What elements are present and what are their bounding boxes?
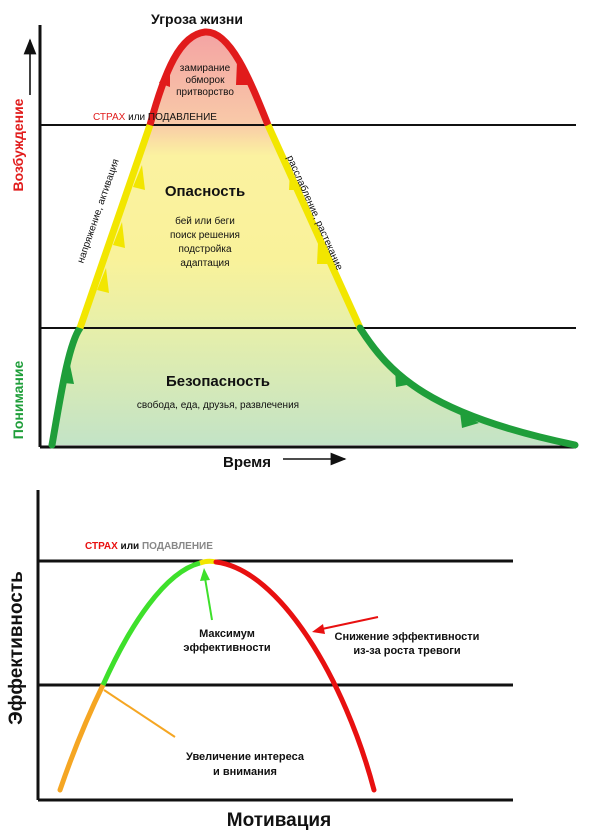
bottom-fear-suppress: ПОДАВЛЕНИЕ xyxy=(142,541,213,552)
danger-line-3: подстройка xyxy=(178,244,231,255)
curve-arrow-red-1 xyxy=(159,62,170,87)
bottom-fear-or: или xyxy=(118,541,142,552)
efficiency-curve-red xyxy=(213,559,377,793)
curve-arrow-yellow-4 xyxy=(289,170,303,190)
interest-label-line-1: Увеличение интереса xyxy=(186,751,305,763)
arousal-diagram: Угроза жизни замирание обморок притворст… xyxy=(10,11,579,471)
top-fear-or: или xyxy=(125,112,148,123)
curve-yellow-rise xyxy=(76,123,154,330)
decline-pointer-line xyxy=(321,616,379,630)
interest-label-line-2: и внимания xyxy=(213,766,277,778)
curve-arrow-red-2 xyxy=(236,62,249,85)
curve-green-fall xyxy=(356,324,579,449)
curve-arrow-yellow-2 xyxy=(113,222,125,248)
y-axis-lower-label: Понимание xyxy=(10,361,26,440)
curve-yellow-fall xyxy=(264,123,364,330)
bottom-x-axis-label: Мотивация xyxy=(227,810,331,831)
efficiency-curve-orange xyxy=(57,682,106,793)
bottom-fear-word: СТРАХ xyxy=(85,541,118,552)
curve-arrow-green-2 xyxy=(395,368,412,387)
bottom-fear-label: СТРАХ или ПОДАВЛЕНИЕ xyxy=(85,541,213,552)
threat-line-1: замирание xyxy=(180,63,231,74)
decline-pointer-head xyxy=(312,624,325,634)
curve-arrow-green-3 xyxy=(460,412,479,428)
curve-arrow-yellow-3 xyxy=(133,165,145,190)
efficiency-diagram: СТРАХ или ПОДАВЛЕНИЕ Максимум эффективно… xyxy=(6,490,513,831)
curve-arrow-yellow-1 xyxy=(97,268,109,293)
arousal-area-fill xyxy=(52,31,575,446)
top-fear-suppress: ПОДАВЛЕНИЕ xyxy=(148,112,217,123)
peak-pointer-head xyxy=(200,568,210,581)
safety-zone-line: свобода, еда, друзья, развлечения xyxy=(137,399,299,411)
peak-pointer-line xyxy=(204,577,213,621)
curve-green-rise xyxy=(48,324,84,449)
peak-title: Угроза жизни xyxy=(151,11,243,27)
bottom-y-axis-label: Эффективность xyxy=(6,571,27,725)
interest-pointer-line xyxy=(103,689,176,738)
y-axis-upper-label: Возбуждение xyxy=(10,98,26,191)
efficiency-curve-green xyxy=(100,560,201,687)
curve-arrow-green-1 xyxy=(64,365,74,384)
top-fear-label: СТРАХ или ПОДАВЛЕНИЕ xyxy=(93,112,217,123)
danger-line-1: бей или беги xyxy=(175,215,235,227)
threat-line-2: обморок xyxy=(185,74,225,86)
decline-label-line-1: Снижение эффективности xyxy=(335,631,480,643)
curve-arrow-yellow-5 xyxy=(317,243,331,264)
danger-zone-title: Опасность xyxy=(165,183,245,200)
top-fear-word: СТРАХ xyxy=(93,112,126,123)
decline-label-line-2: из-за роста тревоги xyxy=(353,645,460,657)
peak-label-line-1: Максимум xyxy=(199,628,255,640)
top-x-axis-label: Время xyxy=(223,454,271,471)
peak-label-line-2: эффективности xyxy=(183,642,270,654)
safety-zone-title: Безопасность xyxy=(166,373,270,390)
threat-line-3: притворство xyxy=(176,87,234,98)
danger-line-4: адаптация xyxy=(180,258,229,269)
danger-line-2: поиск решения xyxy=(170,230,240,241)
